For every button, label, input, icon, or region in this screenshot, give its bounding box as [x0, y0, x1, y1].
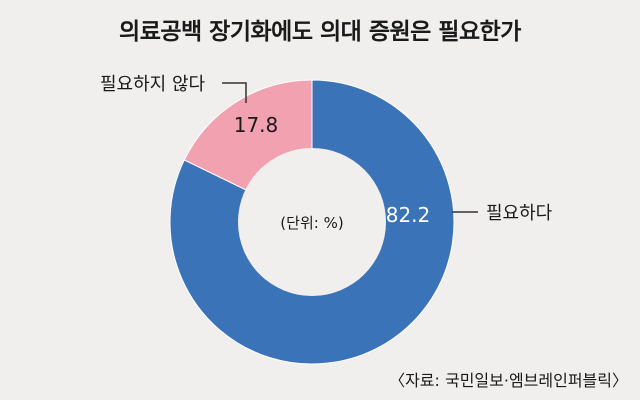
slice-label-not-needed: 필요하지 않다 — [100, 74, 206, 95]
chart-title: 의료공백 장기화에도 의대 증원은 필요한가 — [119, 19, 521, 45]
slice-value-not-needed: 17.8 — [234, 113, 279, 137]
source-note: 〈자료: 국민일보·엠브레인퍼블릭〉 — [389, 371, 628, 390]
slice-label-needed: 필요하다 — [486, 203, 553, 224]
donut-hole — [238, 148, 386, 296]
leader-line-not-needed — [222, 82, 247, 103]
slice-value-needed: 82.2 — [386, 203, 431, 227]
center-unit-label: (단위: %) — [280, 214, 343, 232]
